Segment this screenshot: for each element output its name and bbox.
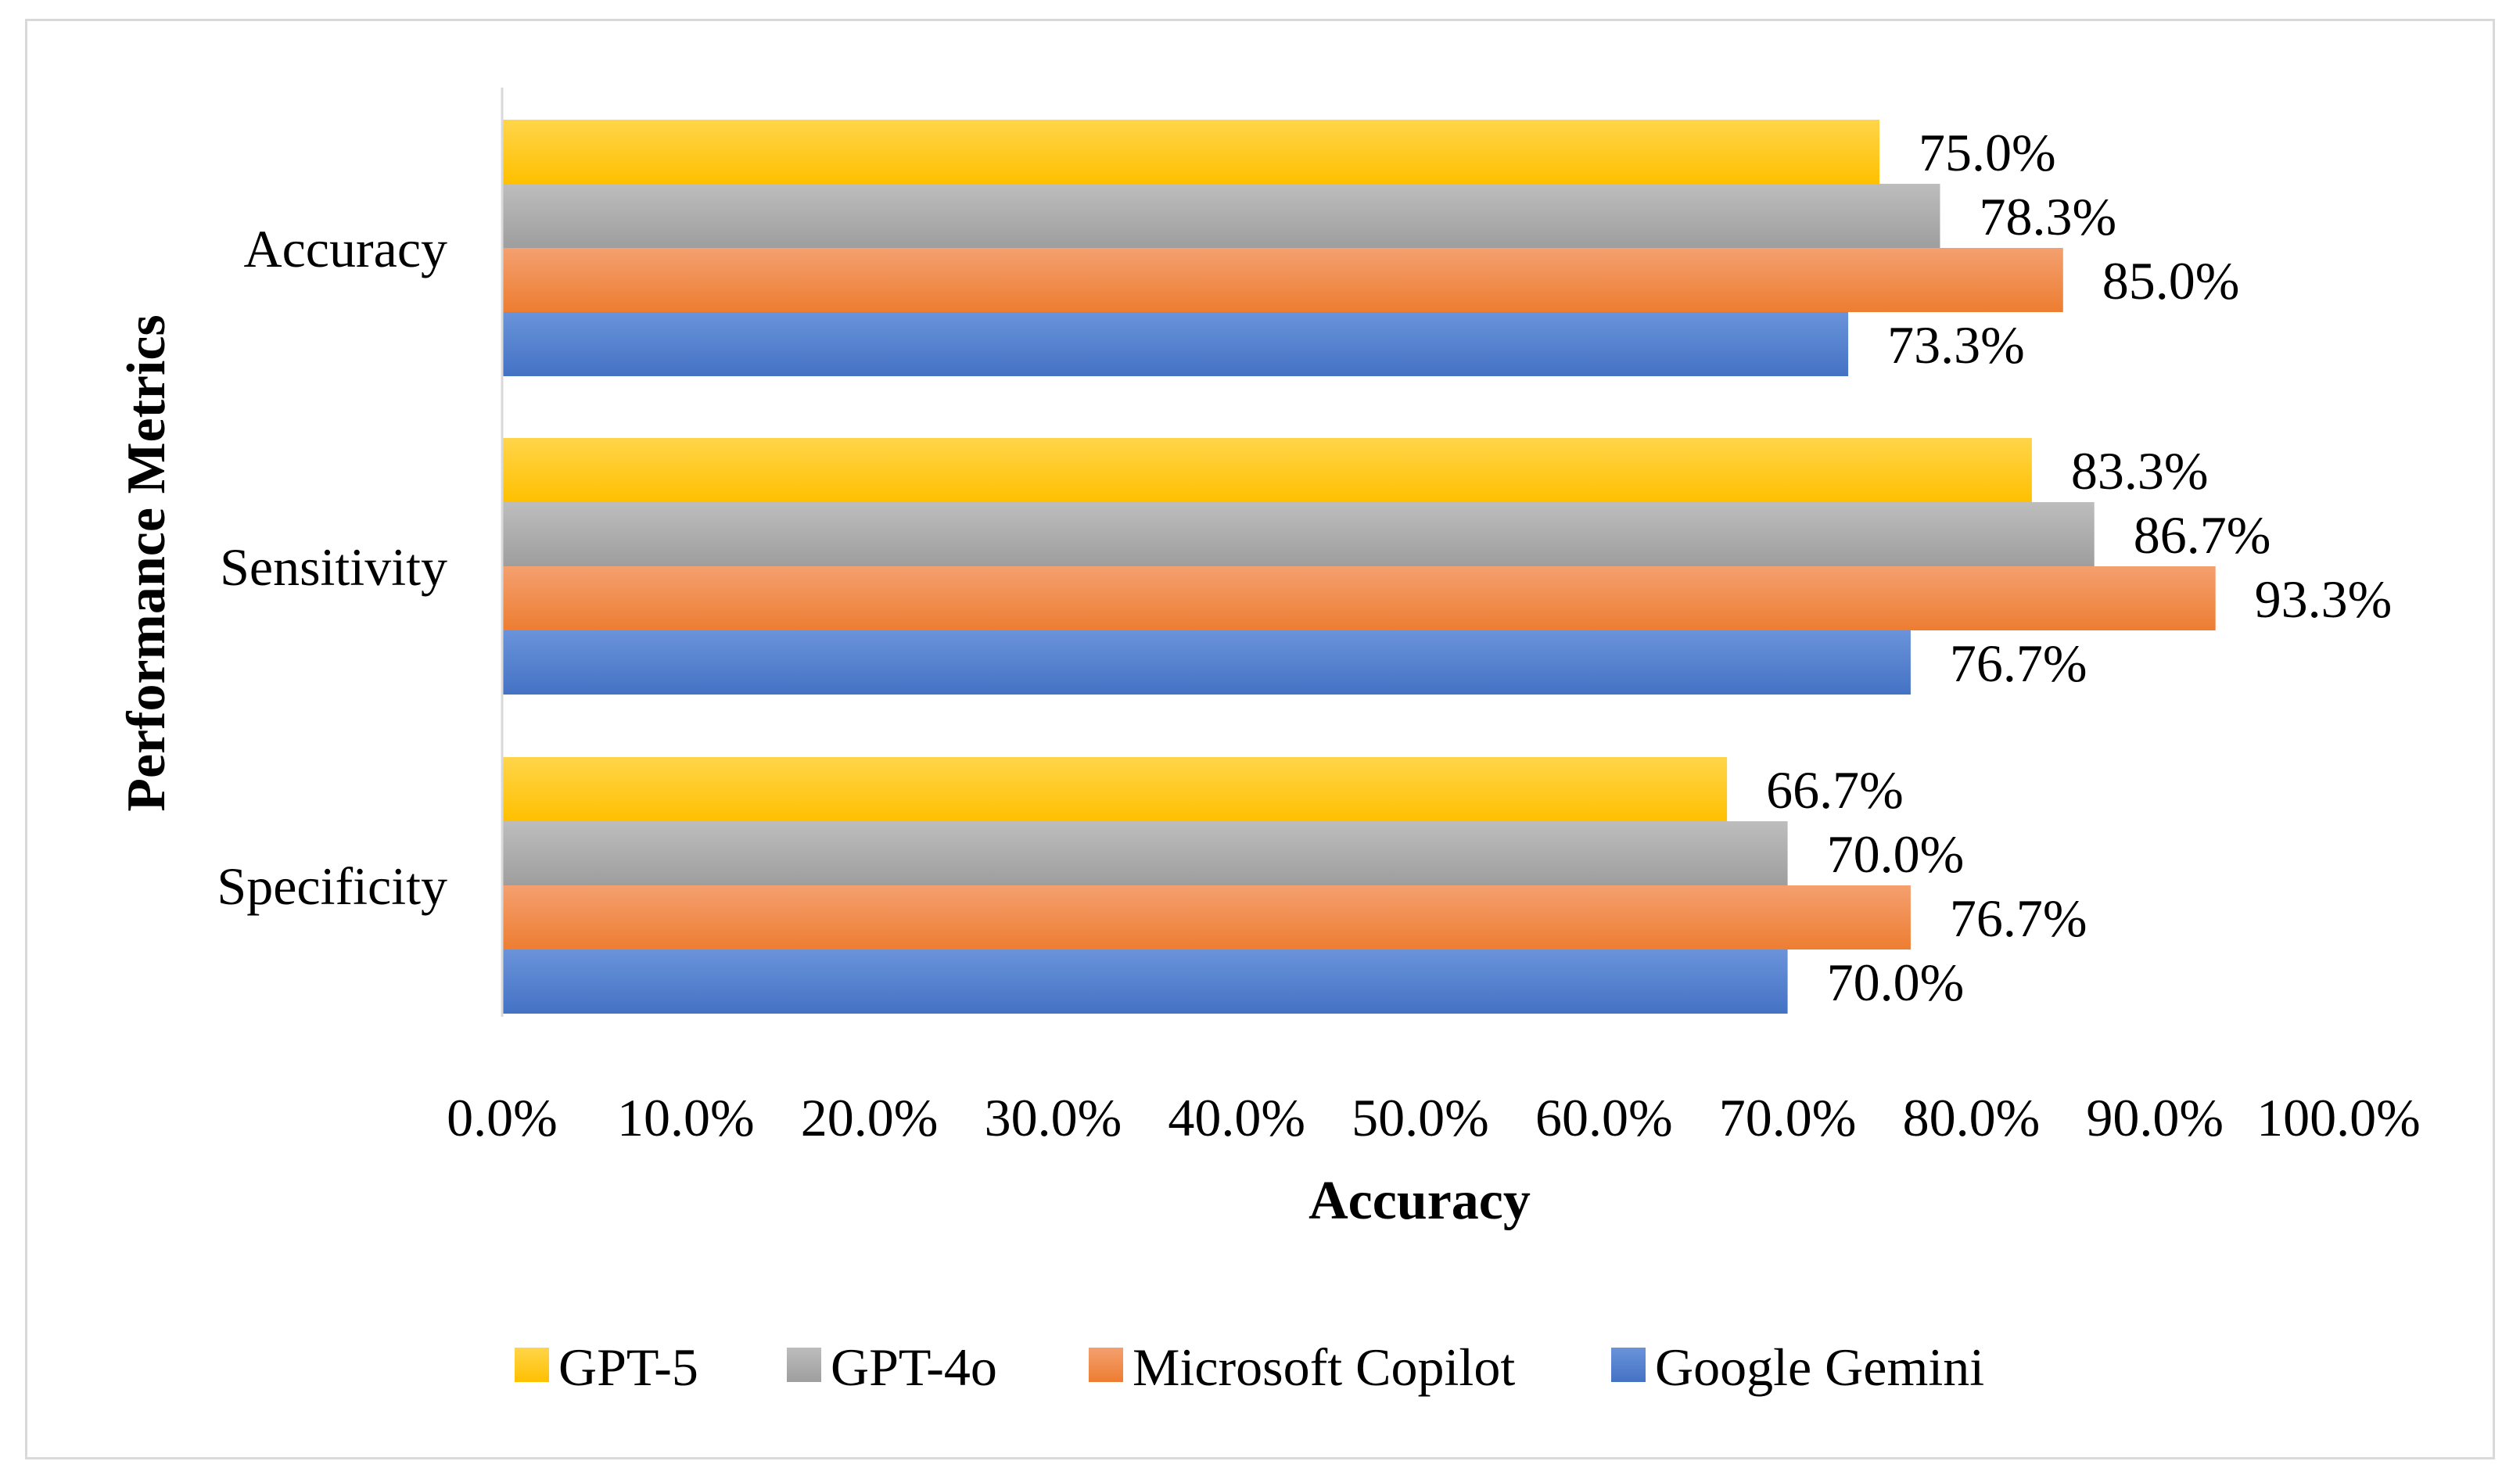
x-tick-label: 80.0%: [1903, 1088, 2041, 1147]
x-tick-label: 70.0%: [1719, 1088, 1857, 1147]
x-tick-label: 10.0%: [617, 1088, 755, 1147]
data-label-specificity-gpt-4o: 70.0%: [1827, 824, 1965, 884]
category-tick-labels: Accuracy Sensitivity Specificity: [217, 219, 447, 916]
x-tick-label: 40.0%: [1168, 1088, 1305, 1147]
legend-swatch-gpt-5: [515, 1348, 549, 1382]
y-axis-title: Performance Metrics: [117, 314, 177, 811]
data-label-sensitivity-google-gemini: 76.7%: [1950, 634, 2087, 693]
bars-layer: [502, 120, 2216, 1014]
data-label-accuracy-gpt-4o: 78.3%: [1979, 187, 2116, 246]
category-label-sensitivity: Sensitivity: [220, 537, 447, 597]
bar-accuracy-microsoft-copilot: [502, 248, 2063, 312]
legend-label-microsoft-copilot: Microsoft Copilot: [1133, 1337, 1515, 1397]
data-label-specificity-gpt-5: 66.7%: [1766, 760, 1904, 820]
data-label-accuracy-google-gemini: 73.3%: [1887, 315, 2025, 375]
bar-specificity-gpt-5: [502, 757, 1728, 821]
legend-label-google-gemini: Google Gemini: [1655, 1337, 1984, 1397]
x-tick-label: 100.0%: [2256, 1088, 2421, 1147]
bar-specificity-gpt-4o: [502, 821, 1788, 885]
legend: GPT-5 GPT-4o Microsoft Copilot Google Gemin…: [515, 1337, 1984, 1397]
bar-accuracy-gpt-5: [502, 120, 1879, 184]
legend-swatch-microsoft-copilot: [1089, 1348, 1123, 1382]
data-label-accuracy-microsoft-copilot: 85.0%: [2102, 251, 2240, 311]
bar-sensitivity-google-gemini: [502, 630, 1911, 695]
data-label-specificity-google-gemini: 70.0%: [1827, 953, 1965, 1012]
bar-sensitivity-gpt-4o: [502, 502, 2095, 566]
category-label-accuracy: Accuracy: [244, 219, 447, 278]
data-label-sensitivity-gpt-4o: 86.7%: [2134, 505, 2271, 565]
data-label-sensitivity-microsoft-copilot: 93.3%: [2255, 569, 2393, 629]
legend-swatch-google-gemini: [1611, 1348, 1646, 1382]
x-axis-title: Accuracy: [1308, 1171, 1531, 1231]
data-label-specificity-microsoft-copilot: 76.7%: [1950, 888, 2087, 948]
x-tick-label: 50.0%: [1352, 1088, 1489, 1147]
x-tick-label: 20.0%: [801, 1088, 939, 1147]
legend-swatch-gpt-4o: [787, 1348, 821, 1382]
category-label-specificity: Specificity: [217, 856, 447, 916]
x-tick-label: 0.0%: [447, 1088, 558, 1147]
data-label-sensitivity-gpt-5: 83.3%: [2071, 441, 2209, 501]
data-label-accuracy-gpt-5: 75.0%: [1919, 123, 2056, 182]
bar-sensitivity-microsoft-copilot: [502, 566, 2216, 630]
bar-accuracy-gpt-4o: [502, 184, 1940, 248]
data-labels: 75.0%78.3%85.0% 73.3% 83.3%86.7%93.3% 76.7%…: [1766, 123, 2392, 1012]
bar-sensitivity-gpt-5: [502, 438, 2032, 502]
x-tick-labels: 0.0% 10.0% 20.0% 30.0% 40.0% 50.0% 60.0% 70.0% 8…: [447, 1088, 2421, 1147]
bar-accuracy-google-gemini: [502, 312, 1849, 376]
legend-label-gpt-4o: GPT-4o: [831, 1337, 997, 1397]
legend-label-gpt-5: GPT-5: [558, 1337, 698, 1397]
x-tick-label: 60.0%: [1535, 1088, 1673, 1147]
bar-specificity-google-gemini: [502, 950, 1788, 1014]
bar-specificity-microsoft-copilot: [502, 885, 1911, 950]
x-tick-label: 90.0%: [2086, 1088, 2224, 1147]
x-tick-label: 30.0%: [985, 1088, 1122, 1147]
